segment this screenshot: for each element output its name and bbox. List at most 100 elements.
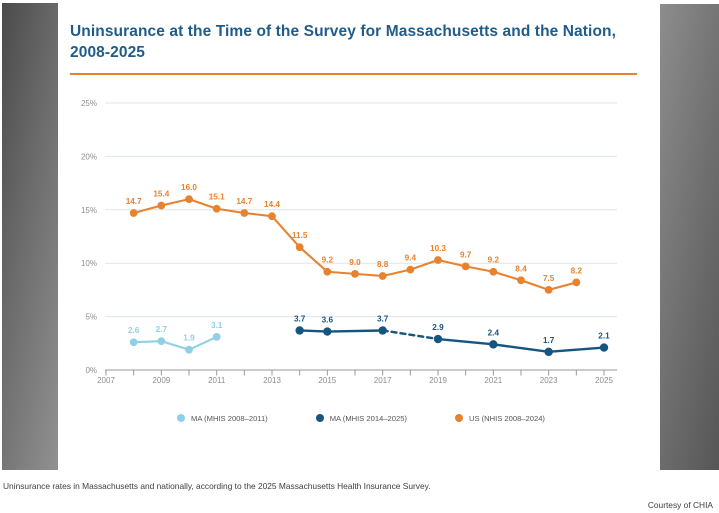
series-1-data-label: 3.7 (294, 314, 306, 323)
series-2-marker[interactable] (378, 272, 387, 280)
series-2-segment (409, 258, 440, 271)
legend-label: US (NHIS 2008–2024) (468, 413, 545, 423)
series-2-segment (298, 246, 329, 273)
x-axis-tick-label: 2021 (484, 376, 502, 385)
legend-label: MA (MHIS 2008–2011) (191, 413, 268, 423)
series-0-marker[interactable] (212, 332, 221, 341)
x-axis-tick-label: 2011 (208, 376, 226, 385)
series-2-marker[interactable] (212, 204, 221, 213)
series-1-segment (492, 343, 550, 354)
legend-marker-icon (315, 414, 324, 422)
series-2-data-label: 9.7 (460, 250, 472, 259)
series-2-data-label: 9.2 (488, 256, 500, 265)
series-2-data-label: 9.0 (349, 258, 361, 267)
series-2-data-label: 8.4 (515, 264, 527, 273)
line-chart: 0% 5% 10% 15% 20% 25% 2007 2009 2011 2013 2015 2017… (81, 99, 617, 385)
y-axis-tick-label: 0% (85, 366, 97, 375)
series-1-segment (547, 346, 606, 354)
y-axis-tick-label: 20% (81, 152, 97, 161)
series-1-marker[interactable] (433, 334, 443, 344)
series-2-segment (464, 265, 495, 273)
series-2-data-label: 11.5 (292, 231, 308, 240)
series-2-marker[interactable] (129, 209, 138, 217)
series-2-marker[interactable] (544, 286, 553, 294)
series-2-marker[interactable] (461, 262, 470, 271)
series-0-segment (160, 340, 191, 351)
chart-legend: MA (MHIS 2008–2011) MA (MHIS 2014–2025) US… (105, 409, 617, 427)
series-2-marker[interactable] (517, 276, 525, 285)
series-2-segment (436, 258, 467, 268)
series-2-data-label: 14.7 (236, 197, 252, 206)
y-axis-tick-label: 5% (85, 313, 97, 322)
series-2-segment (132, 204, 163, 215)
right-letterbox-panel (660, 4, 719, 470)
y-axis-tick-label: 10% (81, 259, 97, 268)
series-1-marker[interactable] (489, 340, 498, 349)
series-2-marker[interactable] (185, 195, 193, 204)
series-2-segment (519, 279, 550, 291)
series-2-marker[interactable] (268, 212, 276, 221)
x-axis-tick-label: 2019 (429, 376, 447, 385)
series-2-segment (160, 198, 191, 207)
series-0-data-label: 2.7 (156, 325, 168, 334)
series-2-marker[interactable] (323, 267, 332, 276)
series-2-marker[interactable] (240, 209, 249, 217)
series-2-segment (270, 215, 301, 249)
series-2-data-label: 8.8 (377, 260, 389, 269)
x-axis-tick-label: 2007 (97, 376, 115, 385)
series-2-marker[interactable] (406, 265, 415, 274)
series-1-marker[interactable] (544, 347, 553, 357)
legend-marker-icon (177, 414, 186, 422)
series-2-segment (381, 268, 412, 278)
x-axis-tick-label: 2009 (152, 376, 170, 385)
y-axis-tick-label: 25% (81, 99, 97, 108)
figure-credit: Courtesy of CHIA (647, 500, 713, 510)
series-1-marker[interactable] (599, 343, 609, 352)
figure-caption: Uninsurance rates in Massachusetts and n… (3, 481, 431, 491)
legend-label: MA (MHIS 2014–2025) (329, 413, 407, 423)
series-0-marker[interactable] (157, 337, 166, 346)
series-2-data-label: 14.4 (264, 200, 280, 209)
series-2-data-label: 15.4 (153, 190, 169, 199)
series-1-data-label: 1.7 (543, 336, 555, 345)
series-2-data-label: 10.3 (430, 244, 446, 253)
x-axis-tick-label: 2013 (263, 376, 281, 385)
series-1-data-label: 3.6 (322, 316, 334, 325)
series-2-marker[interactable] (295, 243, 304, 252)
series-1-marker[interactable] (323, 327, 332, 336)
series-1-segment (298, 329, 329, 333)
series-2-marker[interactable] (434, 256, 442, 264)
series-1-segment (436, 337, 495, 346)
series-2-marker[interactable] (157, 201, 166, 210)
series-2-segment (326, 270, 357, 275)
series-2-segment (215, 207, 246, 215)
series-1-marker[interactable] (378, 326, 387, 335)
series-2-data-label: 8.2 (571, 266, 583, 275)
legend-item-1[interactable]: MA (MHIS 2014–2025) (315, 413, 407, 423)
series-1-segment (326, 329, 384, 333)
legend-item-0[interactable]: MA (MHIS 2008–2011) (177, 414, 268, 423)
series-1-data-label: 2.4 (488, 328, 500, 337)
series-0-segment (187, 335, 218, 351)
series-1-marker[interactable] (295, 326, 304, 335)
series-2-marker[interactable] (351, 269, 359, 278)
series-2-data-label: 9.4 (405, 254, 417, 263)
series-2-data-label: 15.1 (209, 193, 225, 202)
x-axis-tick-label: 2023 (540, 376, 558, 385)
series-0-marker[interactable] (129, 338, 138, 347)
y-axis-tick-label: 15% (81, 206, 97, 215)
series-0-segment (132, 340, 163, 344)
series-1-segment (381, 329, 440, 341)
legend-item-2[interactable]: US (NHIS 2008–2024) (454, 413, 545, 423)
series-0-marker[interactable] (185, 345, 193, 354)
left-letterbox-panel (2, 3, 58, 470)
chart-title: Uninsurance at the Time of the Survey fo… (70, 23, 616, 61)
series-2-segment (492, 270, 523, 282)
slide-canvas: Uninsurance at the Time of the Survey fo… (2, 3, 719, 470)
x-axis-tick-label: 2017 (374, 376, 392, 385)
x-axis-tick-label: 2015 (318, 376, 336, 385)
series-2-marker[interactable] (572, 278, 581, 287)
series-2-marker[interactable] (489, 267, 498, 276)
title-divider (70, 73, 637, 75)
series-2-data-label: 14.7 (126, 197, 142, 206)
